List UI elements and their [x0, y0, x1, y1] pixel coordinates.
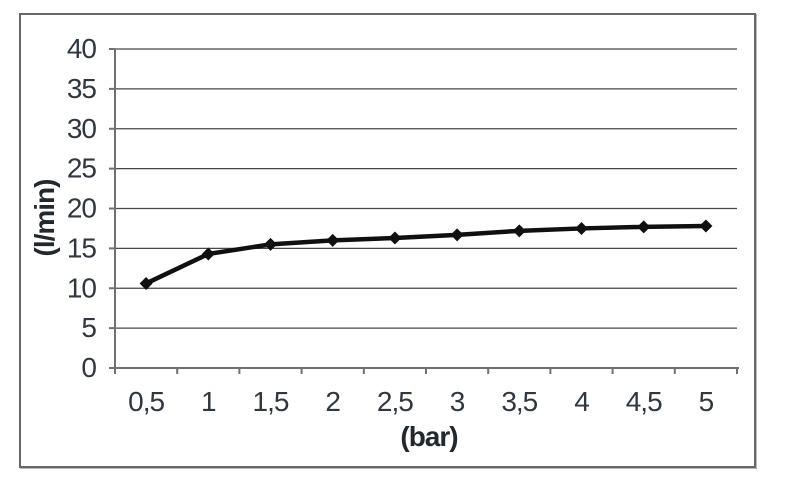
x-tick-label: 4,5 — [626, 386, 662, 417]
y-tick-label: 15 — [67, 232, 97, 263]
y-tick-label: 25 — [67, 153, 97, 184]
x-tick-label: 3 — [450, 386, 465, 417]
data-point-marker — [637, 220, 651, 234]
x-tick-label: 2 — [325, 386, 340, 417]
y-tick-label: 20 — [67, 193, 97, 224]
y-tick-label: 30 — [67, 113, 97, 144]
data-point-marker — [575, 221, 588, 235]
y-tick-label: 5 — [81, 312, 96, 343]
x-tick-label: 1,5 — [253, 386, 289, 417]
data-point-marker — [264, 237, 277, 251]
x-tick-label: 1 — [201, 386, 216, 417]
data-point-marker — [139, 276, 153, 290]
y-tick-label: 0 — [81, 352, 96, 383]
data-point-marker — [388, 231, 402, 245]
data-point-marker — [450, 228, 464, 242]
y-tick-label: 40 — [67, 33, 97, 64]
x-axis-title: (bar) — [400, 421, 458, 452]
data-point-marker — [512, 224, 526, 238]
y-tick-label: 10 — [67, 272, 97, 303]
data-point-marker — [699, 219, 713, 233]
x-tick-label: 4 — [574, 386, 589, 417]
data-point-marker — [326, 233, 340, 247]
x-tick-label: 2,5 — [377, 386, 413, 417]
chart-frame: 0 5 10 15 20 25 30 35 40 0,5 1 1,5 2 2,5 3 3,5 4 4,5 5 (l/… — [19, 13, 756, 468]
plot-area: 0 5 10 15 20 25 30 35 40 0,5 1 1,5 2 2,5 3 3,5 4 4,5 5 — [67, 33, 739, 417]
x-tick-label: 5 — [699, 386, 714, 417]
x-tick-label: 3,5 — [501, 386, 537, 417]
data-point-marker — [201, 247, 215, 261]
x-tick-label: 0,5 — [128, 386, 164, 417]
y-tick-label: 35 — [67, 73, 97, 104]
y-axis-title: (l/min) — [29, 179, 60, 257]
series-line — [143, 223, 709, 286]
